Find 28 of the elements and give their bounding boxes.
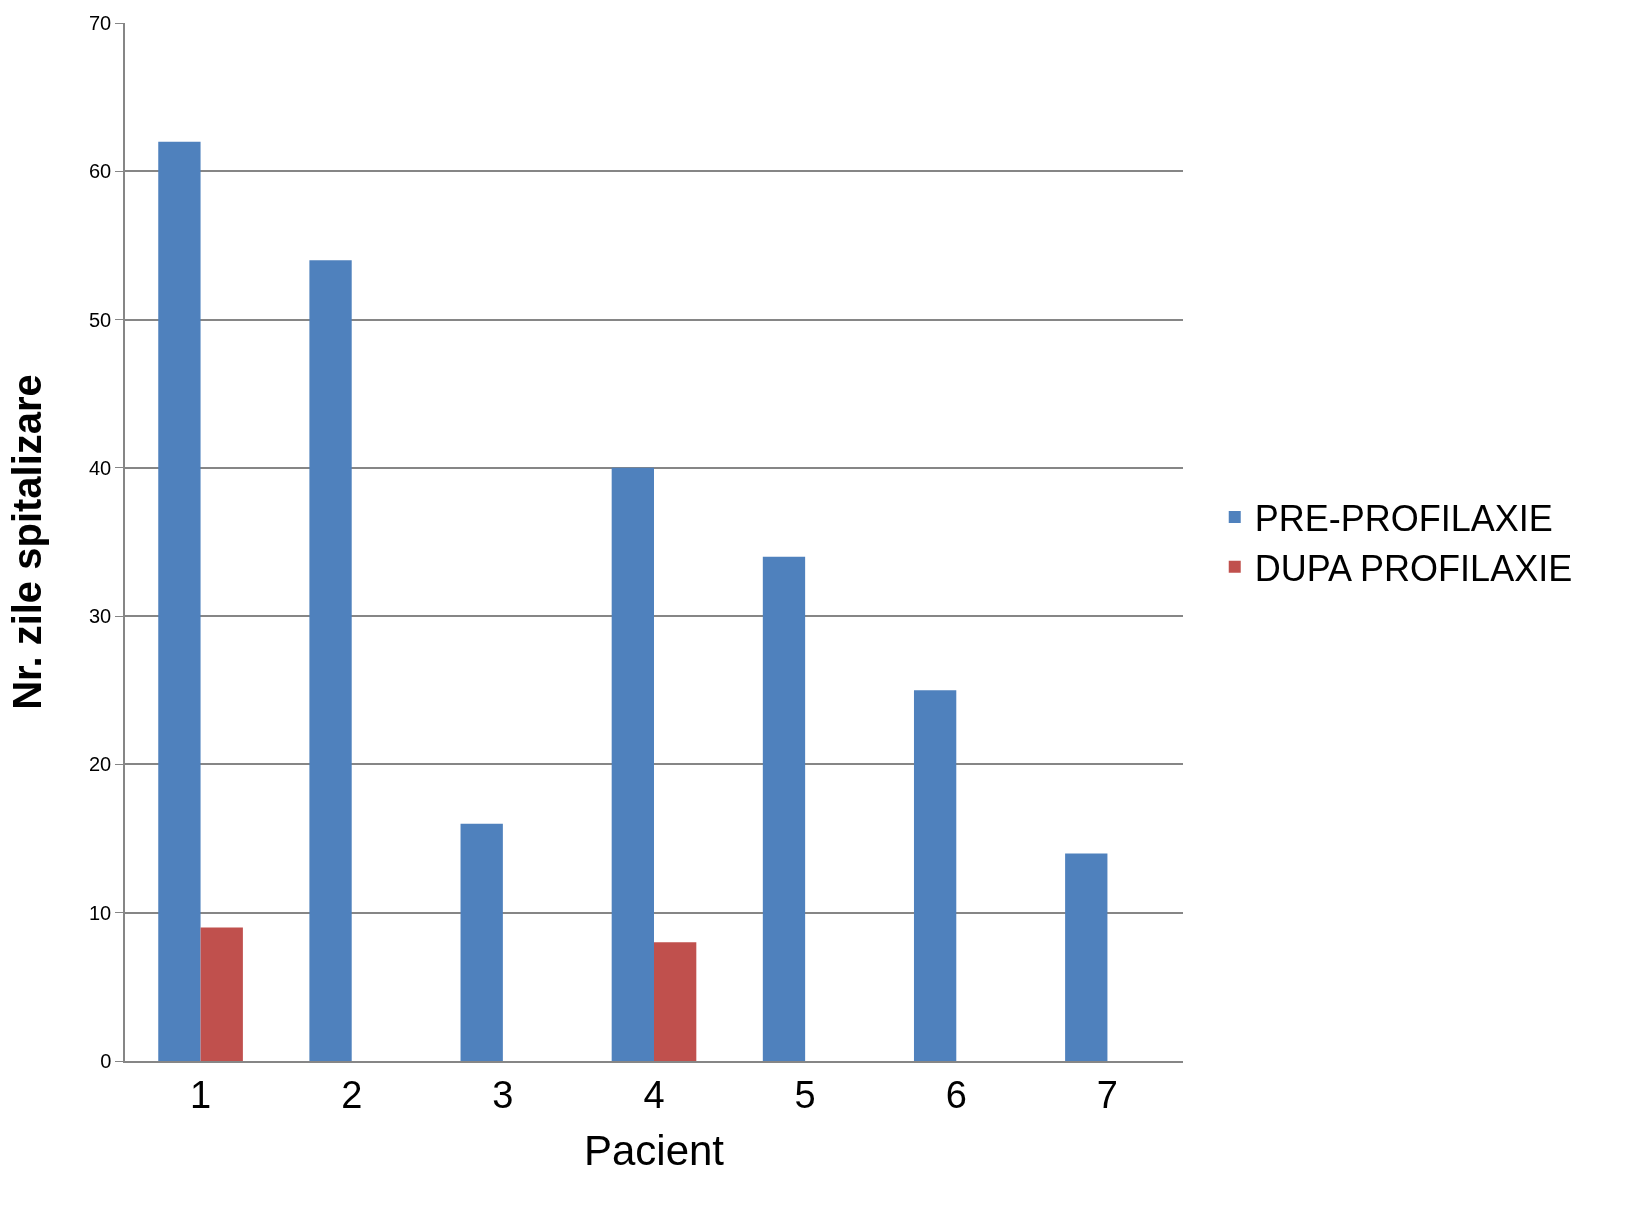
x-tick-label: 3 [492,1074,514,1117]
bar [158,141,201,1061]
y-tick-label: 10 [89,901,112,924]
y-tick-label: 60 [89,160,112,183]
legend-label: DUPA PROFILAXIE [1254,547,1573,589]
bar [200,927,243,1061]
bar [460,823,503,1061]
x-tick-label: 6 [945,1074,967,1117]
y-tick-label: 70 [89,12,112,34]
y-tick-label: 0 [100,1050,112,1072]
x-tick-label: 2 [341,1074,363,1117]
bar [309,260,352,1061]
legend-label: PRE-PROFILAXIE [1254,497,1553,539]
y-tick-label: 30 [89,605,112,628]
bar [611,467,654,1061]
y-axis-title: Nr. zile spitalizare [5,374,49,710]
bar [913,690,957,1061]
x-tick-label: 4 [643,1074,665,1117]
bar [654,942,697,1061]
x-tick-label: 7 [1096,1074,1118,1117]
bar [762,556,806,1061]
x-tick-label: 1 [190,1074,212,1117]
y-tick-label: 20 [89,753,112,776]
y-tick-label: 40 [89,456,112,479]
y-tick-label: 50 [89,308,112,331]
x-tick-label: 5 [794,1074,816,1117]
bar [1065,853,1108,1061]
x-axis-title: Pacient [583,1126,725,1174]
